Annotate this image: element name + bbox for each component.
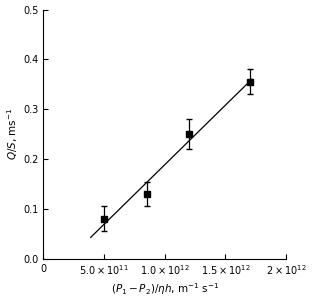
Y-axis label: $Q/S$, ms$^{-1}$: $Q/S$, ms$^{-1}$ [6, 108, 20, 161]
X-axis label: $(P_1 - P_2)/\eta h$, m$^{-1}$ s$^{-1}$: $(P_1 - P_2)/\eta h$, m$^{-1}$ s$^{-1}$ [110, 282, 219, 298]
